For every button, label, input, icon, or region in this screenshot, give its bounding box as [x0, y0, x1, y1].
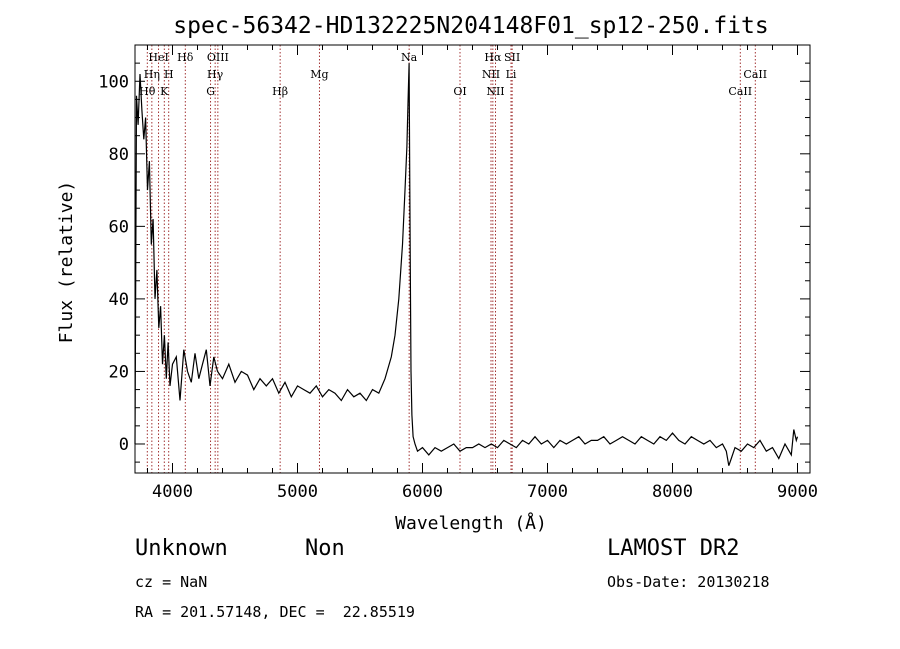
x-axis-label: Wavelength (Å)	[395, 512, 547, 534]
marker-label: Hβ	[272, 85, 288, 98]
y-tick-label: 100	[98, 72, 129, 92]
marker-label: OIII	[207, 51, 229, 64]
x-tick-label: 7000	[527, 482, 568, 502]
marker-label: Li	[506, 68, 517, 81]
marker-label: Hα	[484, 51, 502, 64]
marker-label: CaII	[743, 68, 767, 81]
marker-label: NII	[486, 85, 504, 98]
marker-label: Hθ	[139, 85, 156, 98]
marker-label: NII	[482, 68, 500, 81]
y-tick-label: 40	[109, 290, 129, 310]
marker-label: K	[160, 85, 169, 98]
x-tick-label: 5000	[277, 482, 318, 502]
marker-label: H	[164, 68, 174, 81]
x-axis-ticks: 4000 5000 6000 7000 8000 9000	[147, 45, 818, 502]
marker-label: Na	[401, 51, 418, 64]
y-tick-label: 20	[109, 362, 129, 382]
x-tick-label: 6000	[402, 482, 443, 502]
marker-label: G	[206, 85, 215, 98]
marker-label: HeI	[148, 51, 168, 64]
y-axis-ticks: 0 20 40 60 80 100	[98, 62, 810, 463]
class-name: Unknown	[135, 536, 228, 561]
marker-label: Hγ	[207, 68, 224, 81]
marker-label: Hδ	[177, 51, 194, 64]
marker-label: SII	[504, 51, 520, 64]
x-tick-label: 9000	[777, 482, 818, 502]
redshift-cz: cz = NaN	[135, 573, 208, 591]
marker-label: OI	[453, 85, 466, 98]
subclass: Non	[305, 536, 345, 561]
x-tick-label: 8000	[652, 482, 693, 502]
marker-lines	[146, 45, 756, 473]
observation-date: Obs-Date: 20130218	[607, 573, 770, 591]
survey-label: LAMOST DR2	[607, 536, 740, 561]
y-tick-label: 80	[109, 145, 129, 165]
y-tick-label: 60	[109, 217, 129, 237]
chart-title: spec-56342-HD132225N204148F01_sp12-250.f…	[173, 13, 768, 39]
y-axis-label: Flux (relative)	[56, 181, 77, 344]
ra-dec-coordinates: RA = 201.57148, DEC = 22.85519	[135, 603, 415, 621]
marker-label: Hη	[144, 68, 160, 81]
y-tick-label: 0	[119, 435, 129, 455]
spectrum-series-line	[134, 63, 799, 466]
marker-label: CaII	[728, 85, 752, 98]
marker-label: Mg	[310, 68, 328, 81]
x-tick-label: 4000	[152, 482, 193, 502]
plot-frame	[134, 44, 811, 474]
